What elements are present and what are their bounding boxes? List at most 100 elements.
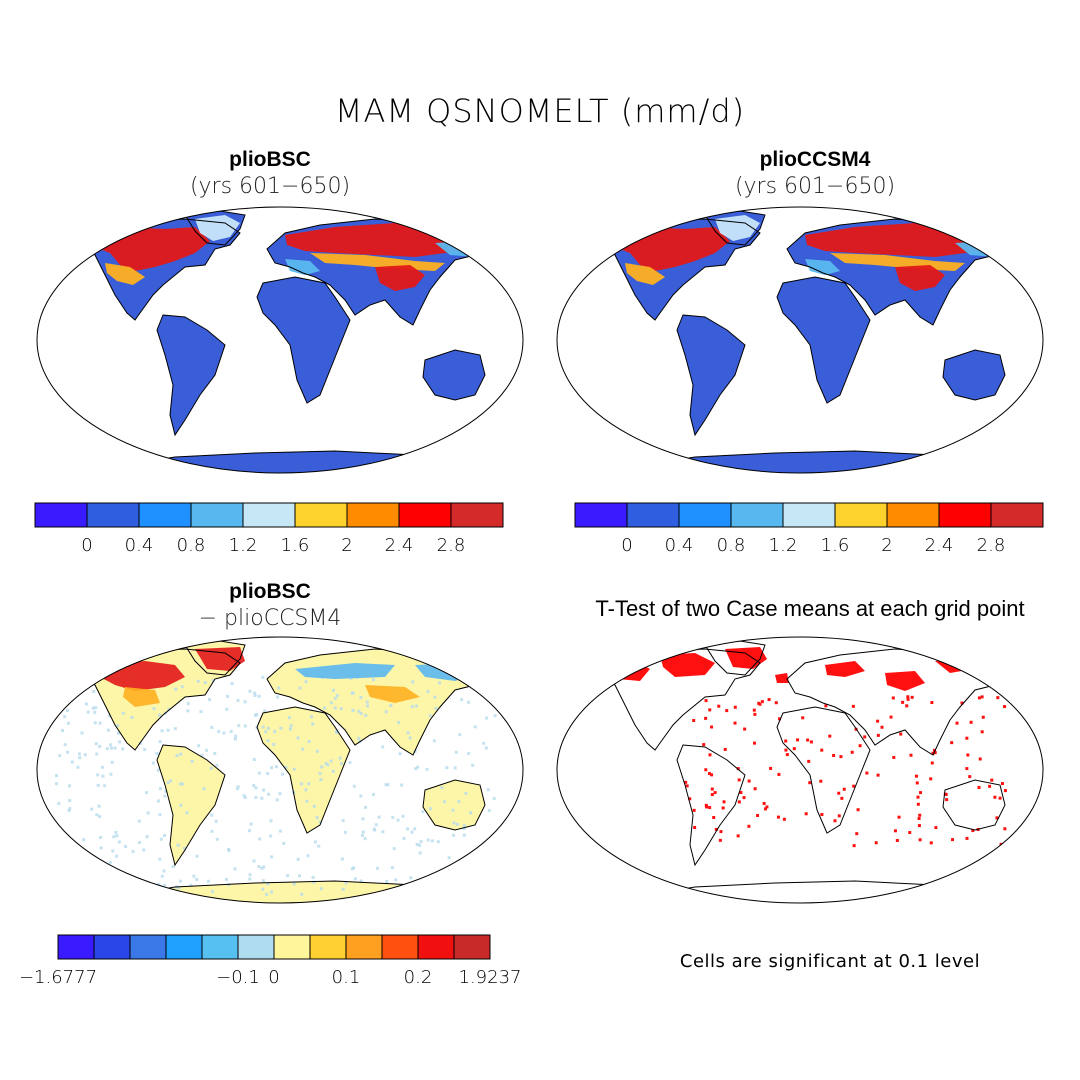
snowmelt-patch-6	[805, 259, 840, 275]
colorbar-label: 2.8	[977, 535, 1006, 556]
diff-speckle	[211, 890, 215, 894]
snowmelt-patch-1	[625, 263, 665, 285]
diff-speckle	[489, 850, 493, 854]
significant-cell	[693, 825, 697, 829]
diff-speckle	[363, 805, 367, 809]
diff-speckle	[139, 886, 143, 890]
diff-speckle	[57, 802, 61, 806]
diff-speckle	[311, 876, 315, 880]
diff-speckle	[82, 838, 86, 842]
significant-cell	[753, 787, 757, 791]
diff-speckle	[269, 834, 273, 838]
significant-cell	[708, 753, 712, 757]
diff-speckle	[91, 679, 95, 683]
diff-speckle	[151, 761, 155, 765]
diff-speckle	[326, 763, 330, 767]
significant-cell	[736, 834, 740, 838]
snowmelt-patch-6	[285, 259, 320, 275]
diff-speckle	[375, 866, 379, 870]
colorbar-absolute-left: 0 0.4 0.8 1.2 1.6 2 2.4 2.8	[34, 502, 504, 556]
diff-speckle	[344, 881, 348, 885]
significant-cell	[842, 787, 846, 791]
significant-cell	[710, 793, 714, 797]
colorbar-swatch	[730, 502, 784, 528]
diff-speckle	[55, 782, 59, 786]
diff-speckle	[86, 710, 90, 714]
diff-speckle	[116, 724, 120, 728]
diff-speckle	[63, 743, 67, 747]
panel-subtitle-bottom-left: − plioCCSM4	[198, 606, 342, 631]
diff-speckle	[210, 813, 214, 817]
diff-speckle	[323, 706, 327, 710]
diff-speckle	[261, 887, 265, 891]
diff-speckle	[175, 754, 179, 758]
significant-cell	[908, 831, 912, 835]
diff-speckle	[202, 787, 206, 791]
diff-speckle	[411, 680, 415, 684]
diff-speckle	[210, 829, 214, 833]
colorbar-label: 0.4	[125, 535, 154, 556]
significant-cell	[769, 766, 773, 770]
diff-speckle	[195, 877, 199, 881]
diff-speckle	[207, 698, 211, 702]
significant-cell	[916, 795, 920, 799]
diff-speckle	[467, 751, 471, 755]
diff-speckle	[469, 811, 473, 815]
significant-cell	[776, 815, 780, 819]
diff-speckle	[180, 782, 184, 786]
significant-cell	[710, 773, 714, 777]
diff-speckle	[236, 698, 240, 702]
diff-speckle	[400, 783, 404, 787]
diff-speckle	[108, 860, 112, 864]
diff-speckle	[95, 752, 99, 756]
diff-speckle	[464, 791, 468, 795]
significant-cell	[880, 725, 884, 729]
diff-speckle	[94, 706, 98, 710]
diff-speckle	[312, 880, 316, 884]
significant-cell	[899, 732, 903, 736]
diff-speckle	[284, 765, 288, 769]
snowmelt-patch-5	[375, 265, 425, 291]
significant-cell	[714, 827, 718, 831]
colorbar-swatch	[678, 502, 732, 528]
significant-cell	[804, 812, 808, 816]
land-south-america	[677, 745, 745, 865]
colorbar-swatch	[86, 502, 140, 528]
diff-speckle	[146, 811, 150, 815]
diff-speckle	[266, 882, 270, 886]
significant-cell	[930, 701, 934, 705]
diff-speckle	[61, 728, 65, 732]
diff-speckle	[233, 737, 237, 741]
diff-speckle	[270, 890, 274, 894]
diff-speckle	[225, 707, 229, 711]
significant-cell	[733, 705, 737, 709]
diff-speckle	[279, 726, 283, 730]
diff-speckle	[311, 722, 315, 726]
diff-speckle	[176, 843, 180, 847]
diff-speckle	[289, 724, 293, 728]
significant-cell	[977, 785, 981, 789]
significant-cell	[765, 805, 769, 809]
diff-speckle	[359, 695, 363, 699]
coastline-australia	[942, 779, 1006, 831]
diff-speckle	[66, 721, 70, 725]
land-australia	[423, 350, 485, 400]
diff-speckle	[178, 892, 182, 896]
coastline-africa	[776, 706, 871, 834]
diff-speckle	[253, 691, 257, 695]
diff-speckle	[384, 710, 388, 714]
land-africa	[257, 707, 350, 833]
diff-speckle	[482, 741, 486, 745]
diff-speckle	[452, 821, 456, 825]
significant-cell	[874, 841, 878, 845]
diff-speckle	[196, 679, 200, 683]
colorbar-swatch	[886, 502, 940, 528]
diff-speckle	[178, 879, 182, 883]
diff-speckle	[309, 715, 313, 719]
diff-speckle	[138, 741, 142, 745]
significant-cell	[918, 838, 922, 842]
diff-speckle	[56, 890, 60, 894]
diff-speckle	[350, 867, 354, 871]
diff-speckle	[253, 693, 257, 697]
coastline-south-america	[676, 314, 746, 437]
